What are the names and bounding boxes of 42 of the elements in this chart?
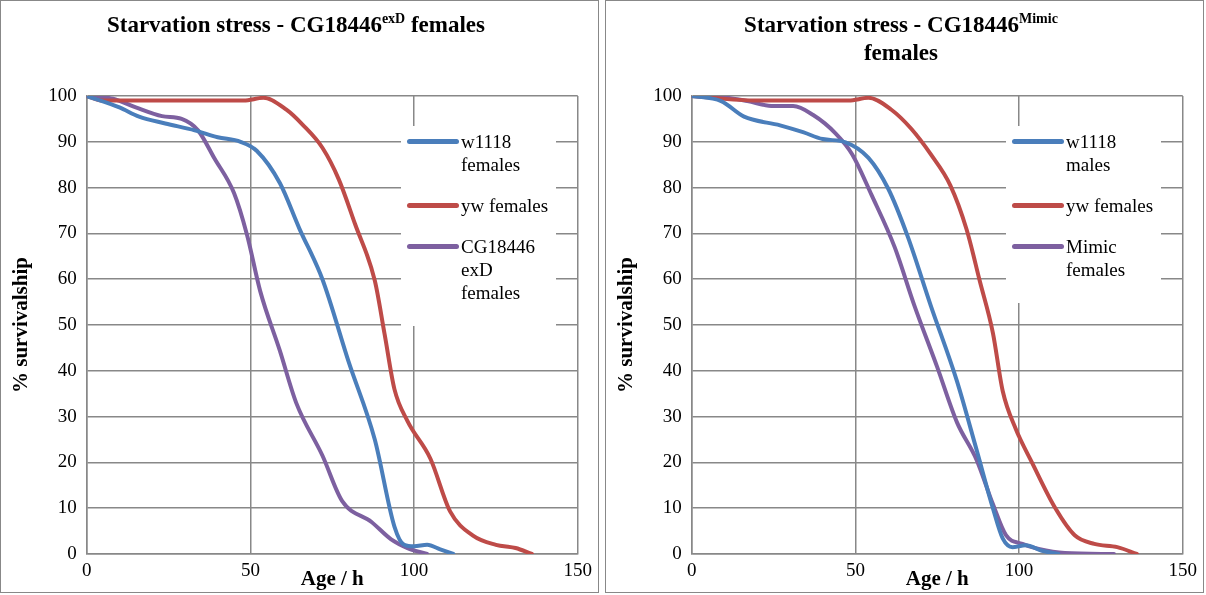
y-tick-label: 90 — [662, 129, 682, 151]
x-tick-label: 0 — [686, 559, 697, 581]
y-tick-label: 30 — [662, 404, 682, 426]
chart-title: Starvation stress - CG18446$^{exD}$ females — [105, 10, 487, 39]
legend-label: Mimic females — [1066, 235, 1127, 281]
y-tick-label: 70 — [662, 221, 682, 243]
y-axis-title: % survivalship — [8, 257, 33, 393]
legend-label: yw females — [1066, 194, 1155, 217]
y-tick-label: 100 — [48, 83, 77, 105]
y-tick-label: 40 — [57, 358, 77, 380]
y-tick-label: 10 — [662, 496, 682, 518]
y-tick-label: 50 — [57, 312, 77, 334]
y-tick-label: 20 — [662, 450, 682, 472]
y-tick-label: 0 — [672, 541, 682, 563]
y-tick-label: 40 — [662, 358, 682, 380]
x-tick-label: 50 — [240, 559, 260, 581]
x-axis-title: Age / h — [905, 565, 970, 590]
y-tick-label: 10 — [57, 496, 77, 518]
y-tick-label: 80 — [662, 175, 682, 197]
y-axis-title: % survivalship — [613, 257, 638, 393]
x-tick-label: 50 — [845, 559, 865, 581]
x-tick-label: 0 — [81, 559, 92, 581]
x-tick-label: 100 — [399, 559, 429, 581]
y-tick-label: 60 — [662, 267, 682, 289]
legend-label: w1118 males — [1066, 130, 1118, 176]
x-tick-label: 150 — [1168, 559, 1197, 581]
y-tick-label: 0 — [67, 541, 77, 563]
y-tick-label: 90 — [57, 129, 77, 151]
legend-label: CG18446 exD females — [461, 235, 536, 304]
y-tick-label: 20 — [57, 450, 77, 472]
x-tick-label: 100 — [1004, 559, 1034, 581]
x-axis-title: Age / h — [300, 565, 365, 590]
y-tick-label: 30 — [57, 404, 77, 426]
y-tick-label: 80 — [57, 175, 77, 197]
y-tick-label: 60 — [57, 267, 77, 289]
legend-label: w1118 females — [461, 130, 522, 176]
legend-label: yw females — [461, 194, 550, 217]
y-tick-label: 70 — [57, 221, 77, 243]
x-tick-label: 150 — [563, 559, 592, 581]
y-tick-label: 100 — [653, 83, 682, 105]
y-tick-label: 50 — [662, 312, 682, 334]
chart-title: Starvation stress - CG18446$^{Mimic}$ females — [744, 11, 1058, 65]
